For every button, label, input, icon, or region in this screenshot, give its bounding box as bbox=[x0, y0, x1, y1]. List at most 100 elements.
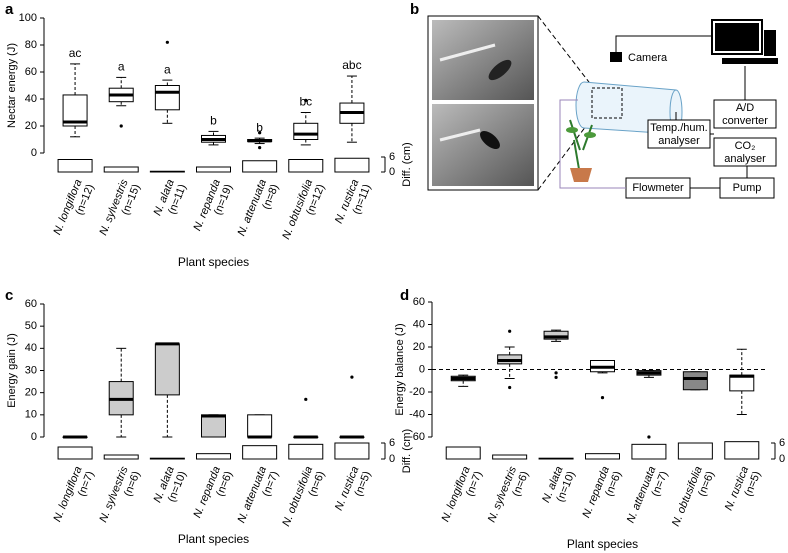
diff-tick-label: 0 bbox=[779, 453, 785, 465]
category-label: N. alata(n=11) bbox=[152, 178, 189, 218]
label: Flowmeter bbox=[632, 182, 684, 194]
photo bbox=[432, 20, 534, 100]
diff-bar bbox=[57, 159, 93, 173]
category-label: N. repanda(n=6) bbox=[191, 465, 235, 520]
tube bbox=[559, 99, 626, 189]
outlier bbox=[258, 146, 262, 150]
annotation: a bbox=[118, 60, 125, 74]
box bbox=[247, 414, 273, 438]
y-tick-label: 0 bbox=[419, 363, 425, 375]
co2-box bbox=[713, 137, 777, 167]
y-tick-label: 0 bbox=[31, 431, 37, 443]
category-label: N. longiflora(n=7) bbox=[440, 465, 485, 524]
category-label: N. repanda(n=19) bbox=[191, 178, 235, 233]
outlier bbox=[508, 385, 512, 390]
x-axis-label: Plant species bbox=[178, 532, 249, 546]
label: analyser bbox=[724, 153, 766, 165]
y-tick-label: 0 bbox=[31, 147, 37, 159]
diff-bar bbox=[538, 457, 574, 460]
diff-bar bbox=[242, 160, 278, 173]
diff-bar bbox=[334, 157, 370, 173]
outlier bbox=[554, 371, 558, 375]
box bbox=[543, 330, 569, 340]
y-tick-label: -20 bbox=[409, 386, 425, 398]
diff-bar bbox=[196, 166, 231, 173]
moth bbox=[480, 131, 500, 149]
y-tick-label: 60 bbox=[25, 298, 37, 310]
cable bbox=[615, 35, 712, 52]
y-tick-label: 40 bbox=[25, 342, 37, 354]
category-label: N. longiflora(n=7) bbox=[51, 465, 96, 524]
outlier bbox=[119, 124, 123, 128]
diff-bar bbox=[103, 166, 139, 173]
y-tick-label: 50 bbox=[25, 320, 37, 332]
diff-axis-label: Diff. (cm) bbox=[401, 142, 413, 186]
diff-bar bbox=[585, 453, 620, 460]
y-tick-label: -40 bbox=[409, 408, 425, 420]
diff-bar bbox=[492, 454, 528, 460]
y-tick-label: 20 bbox=[25, 387, 37, 399]
panel-letter: a bbox=[5, 1, 14, 18]
diff-bar bbox=[149, 457, 185, 460]
category-label: N. attenuata(n=7) bbox=[625, 465, 671, 525]
pot bbox=[570, 168, 592, 182]
y-tick-label: 40 bbox=[413, 318, 425, 330]
annotation: a bbox=[164, 62, 171, 76]
diff-bar bbox=[724, 441, 760, 460]
outlier bbox=[647, 435, 651, 439]
diff-bar bbox=[334, 442, 370, 460]
box bbox=[154, 85, 180, 111]
x-axis-label: Plant species bbox=[178, 255, 249, 269]
category-label: N. rustica(n=5) bbox=[723, 465, 764, 513]
diagram: b Camera A/D converter Temp./hum. analys… bbox=[410, 1, 778, 199]
ad-box bbox=[713, 99, 777, 129]
category-label: N. obtusifolia(n=12) bbox=[280, 178, 327, 241]
diff-tick-label: 0 bbox=[389, 166, 395, 178]
screen bbox=[715, 23, 759, 51]
x-tick-label: N. obtusifolia bbox=[280, 465, 315, 528]
zoom-line bbox=[537, 117, 593, 191]
label: Temp./hum. bbox=[650, 122, 707, 134]
box bbox=[201, 414, 226, 438]
category-label: N. sylvestris(n=6) bbox=[97, 464, 142, 524]
diff-bar bbox=[242, 445, 278, 460]
outlier bbox=[600, 396, 605, 400]
panel-letter: d bbox=[400, 287, 409, 304]
annotation: b bbox=[256, 120, 263, 134]
y-tick-label: -60 bbox=[409, 431, 425, 443]
diff-tick-label: 6 bbox=[389, 151, 395, 163]
category-label: N. attenuata(n=7) bbox=[236, 465, 282, 525]
category-label: N. rustica(n=11) bbox=[333, 178, 374, 226]
leaf bbox=[584, 132, 596, 138]
label: Pump bbox=[733, 182, 762, 194]
outlier bbox=[304, 98, 308, 102]
label: converter bbox=[722, 115, 768, 127]
keyboard bbox=[722, 58, 778, 64]
category-label: N. rustica(n=5) bbox=[333, 465, 374, 513]
zoom-line bbox=[537, 15, 593, 87]
leaf bbox=[566, 127, 578, 133]
outlier bbox=[554, 375, 558, 379]
category-label: N. obtusifolia(n=6) bbox=[670, 465, 717, 528]
y-tick-label: 10 bbox=[25, 409, 37, 421]
diff-tick-label: 6 bbox=[389, 437, 395, 449]
connector bbox=[675, 112, 748, 189]
category-label: N. obtusifolia(n=6) bbox=[280, 465, 327, 528]
annotation: abc bbox=[342, 58, 361, 72]
y-tick-label: 20 bbox=[413, 341, 425, 353]
diff-bar bbox=[149, 170, 185, 173]
outlier bbox=[165, 40, 169, 44]
box bbox=[154, 343, 180, 396]
outlier bbox=[508, 329, 512, 333]
y-tick-label: 30 bbox=[25, 364, 37, 376]
y-axis-label: Energy gain (J) bbox=[6, 333, 18, 408]
y-tick-label: 40 bbox=[25, 93, 37, 105]
category-label: N. alata(n=10) bbox=[152, 465, 189, 505]
diff-bar bbox=[288, 443, 324, 460]
y-tick-label: 60 bbox=[413, 296, 425, 308]
label: Camera bbox=[628, 52, 668, 64]
diff-bar bbox=[631, 443, 667, 460]
panel-letter: c bbox=[5, 287, 13, 304]
diff-bar bbox=[288, 159, 324, 173]
category-label: N. sylvestris(n=6) bbox=[486, 464, 531, 524]
